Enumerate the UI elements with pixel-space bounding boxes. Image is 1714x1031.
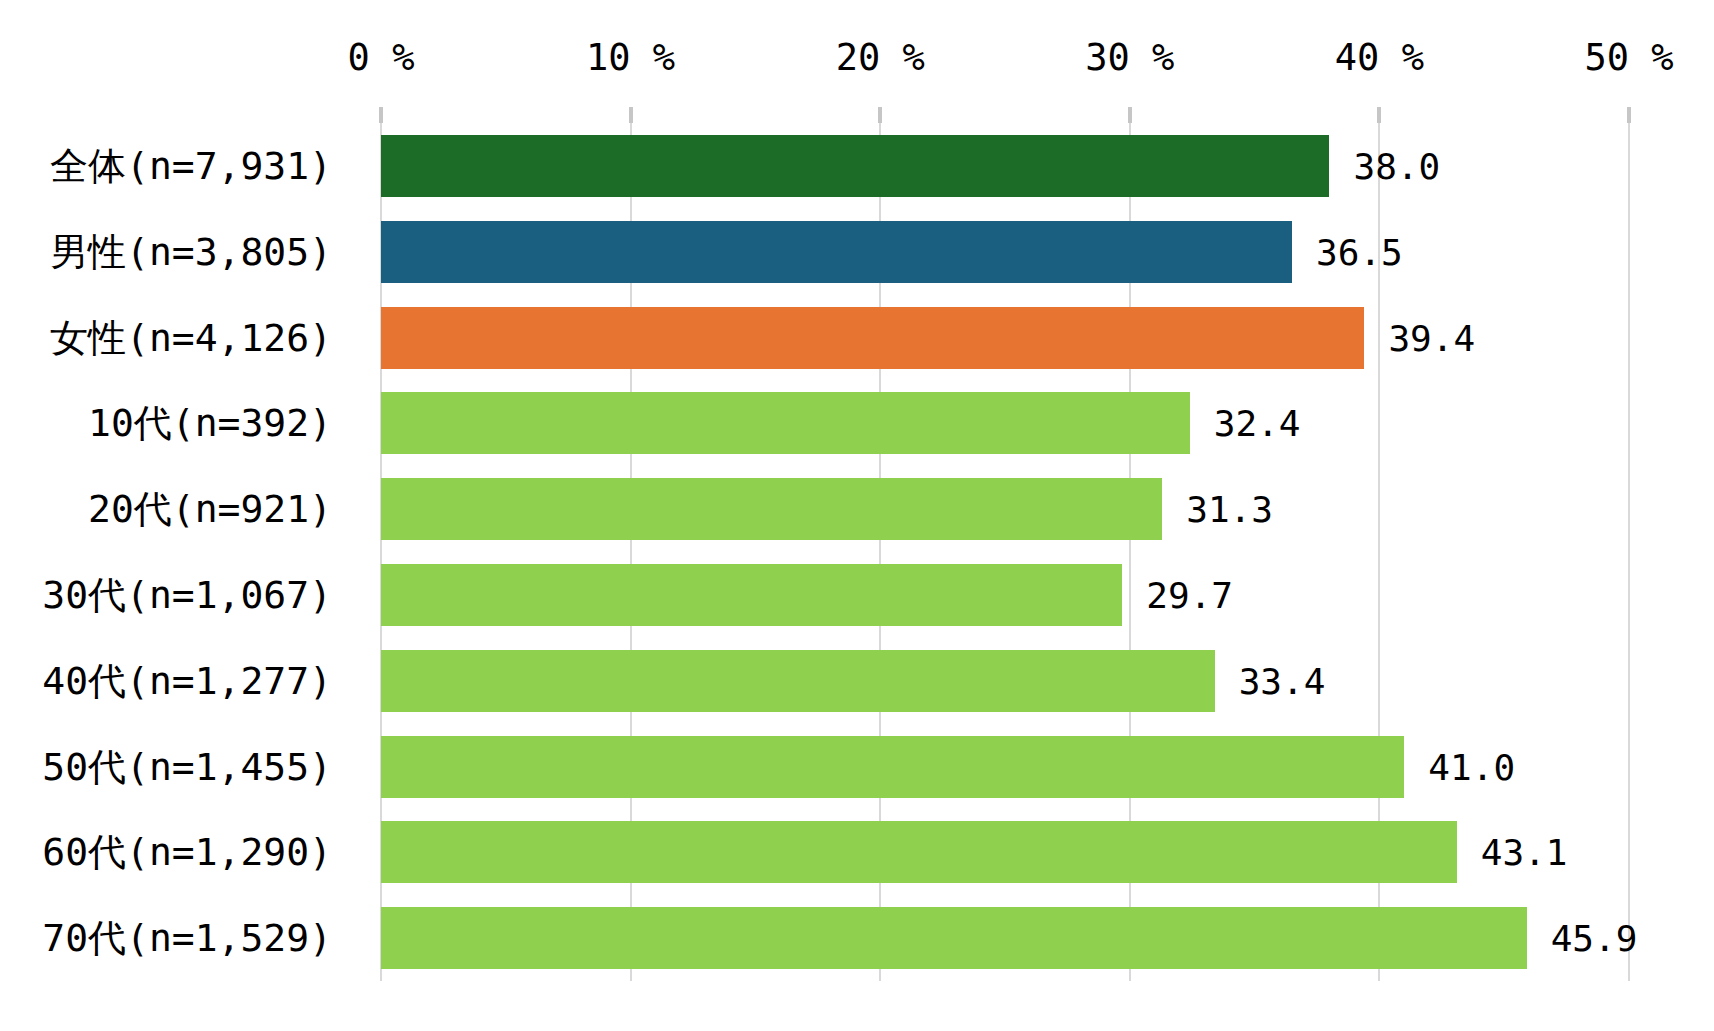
bar-value-label: 29.7 <box>1146 574 1233 615</box>
x-axis-tick-mark <box>629 107 633 123</box>
bar-value-label: 39.4 <box>1388 317 1475 358</box>
bar-value-label: 36.5 <box>1316 231 1403 272</box>
x-axis-tick-label: 50 % <box>1584 36 1673 80</box>
bar <box>381 221 1292 283</box>
bar-value-label: 45.9 <box>1551 918 1638 959</box>
x-axis-tick-mark <box>1128 107 1132 123</box>
category-label: 男性(n=3,805) <box>10 226 332 277</box>
category-label: 60代(n=1,290) <box>10 827 332 878</box>
bar-value-label: 43.1 <box>1481 832 1568 873</box>
x-axis-tick-label: 40 % <box>1335 36 1424 80</box>
bar-value-label: 38.0 <box>1353 145 1440 186</box>
category-label: 40代(n=1,277) <box>10 655 332 706</box>
bar-value-label: 41.0 <box>1428 746 1515 787</box>
bar <box>381 736 1404 798</box>
bar-value-label: 32.4 <box>1214 403 1301 444</box>
bar <box>381 307 1364 369</box>
category-label: 50代(n=1,455) <box>10 741 332 792</box>
bar <box>381 821 1457 883</box>
x-axis-tick-mark <box>1377 107 1381 123</box>
x-axis-tick-label: 30 % <box>1085 36 1174 80</box>
x-axis-tick-label: 0 % <box>348 36 415 80</box>
category-label: 70代(n=1,529) <box>10 913 332 964</box>
grid-line <box>1628 123 1630 981</box>
bar-value-label: 31.3 <box>1186 489 1273 530</box>
bar <box>381 650 1215 712</box>
bar <box>381 478 1162 540</box>
bar-value-label: 33.4 <box>1239 660 1326 701</box>
category-label: 女性(n=4,126) <box>10 312 332 363</box>
bar <box>381 907 1527 969</box>
x-axis-tick-mark <box>878 107 882 123</box>
bar <box>381 392 1190 454</box>
category-label: 10代(n=392) <box>10 398 332 449</box>
bar-chart: 0 % 10 % 20 % 30 % 40 % 50 % 38.0 36.5 39.4 32.4… <box>0 0 1714 1031</box>
category-label: 20代(n=921) <box>10 484 332 535</box>
x-axis-tick-label: 20 % <box>836 36 925 80</box>
x-axis-tick-mark <box>1627 107 1631 123</box>
bar <box>381 564 1122 626</box>
plot-area: 38.036.539.432.431.329.733.441.043.145.9 <box>381 123 1629 981</box>
x-axis-tick-mark <box>379 107 383 123</box>
x-axis-tick-label: 10 % <box>586 36 675 80</box>
bar <box>381 135 1329 197</box>
category-label: 30代(n=1,067) <box>10 569 332 620</box>
category-label: 全体(n=7,931) <box>10 140 332 191</box>
